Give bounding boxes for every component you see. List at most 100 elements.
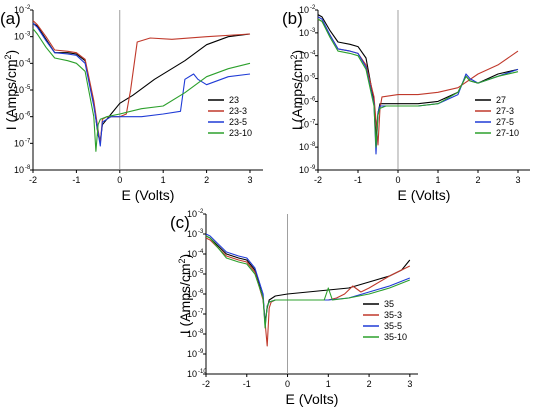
y-tick-exponent: -4: [25, 58, 31, 64]
y-tick-label: 10: [187, 289, 197, 299]
panel-label: (c): [170, 213, 190, 232]
legend-label: 35-5: [384, 321, 402, 331]
y-tick-exponent: -8: [310, 142, 316, 148]
y-axis-label: I (Amps/cm2): [177, 254, 193, 334]
y-axis-label-main: I (Amps/cm: [289, 59, 305, 130]
x-tick-label: -1: [243, 379, 251, 389]
x-tick-label: 3: [515, 175, 520, 185]
y-tick-exponent: -6: [310, 96, 316, 102]
legend-label: 35-10: [384, 332, 407, 342]
x-axis-label: E (Volts): [286, 391, 339, 407]
x-tick-label: 1: [161, 175, 166, 185]
legend-label: 27-5: [496, 117, 514, 127]
series-line-23-3: [32, 20, 251, 144]
y-axis-label-main: I (Amps/cm: [3, 59, 19, 130]
y-tick-exponent: -2: [310, 5, 316, 11]
y-tick-label: 10: [187, 309, 197, 319]
y-tick-exponent: -2: [198, 209, 204, 215]
chart-panel-1: -2 -1 0 1 2 310-810-710-610-510-410-310 -22323…: [0, 5, 263, 203]
series-line-27-3: [317, 18, 519, 146]
y-tick-label: 10: [14, 5, 24, 15]
series-line-35-10: [205, 235, 411, 329]
x-axis-label: E (Volts): [398, 187, 451, 203]
legend-label: 23: [229, 95, 239, 105]
legend-label: 23-5: [229, 117, 247, 127]
y-tick-exponent: -6: [25, 112, 31, 118]
y-tick-exponent: -7: [198, 309, 204, 315]
y-tick-exponent: -9: [198, 349, 204, 355]
x-tick-label: -1: [72, 175, 80, 185]
y-tick-label: 10: [187, 249, 197, 259]
y-tick-label: 10: [187, 329, 197, 339]
x-tick-label: -2: [314, 175, 322, 185]
series-line-35: [205, 235, 411, 323]
legend-label: 23-10: [229, 128, 252, 138]
x-tick-label: -1: [354, 175, 362, 185]
y-tick-exponent: -5: [25, 85, 31, 91]
legend-label: 23-3: [229, 106, 247, 116]
x-tick-label: 3: [407, 379, 412, 389]
series-line-27: [317, 14, 519, 139]
panel-label: (a): [0, 9, 21, 28]
series-line-27-5: [317, 16, 519, 155]
series-line-23-5: [32, 22, 251, 147]
y-tick-exponent: -4: [310, 51, 316, 57]
series-line-23-10: [32, 28, 251, 152]
y-tick-label: 10: [187, 349, 197, 359]
y-axis-label-close: ): [289, 50, 305, 55]
x-tick-label: 1: [326, 379, 331, 389]
x-tick-label: 0: [285, 379, 290, 389]
series-line-27-10: [317, 18, 519, 148]
y-tick-exponent: -5: [198, 269, 204, 275]
y-axis-label-close: ): [3, 50, 19, 55]
x-tick-label: 2: [367, 379, 372, 389]
y-tick-exponent: -2: [25, 5, 31, 11]
legend-label: 27: [496, 95, 506, 105]
y-axis-label: I (Amps/cm2): [289, 50, 305, 130]
y-tick-exponent: -3: [25, 32, 31, 38]
y-tick-exponent: -3: [198, 229, 204, 235]
y-tick-exponent: -5: [310, 74, 316, 80]
y-axis-label-close: ): [177, 254, 193, 259]
y-tick-exponent: -7: [25, 138, 31, 144]
x-tick-label: 3: [247, 175, 252, 185]
y-tick-label: 10: [14, 58, 24, 68]
y-tick-label: 10: [14, 85, 24, 95]
panel-label: (b): [282, 9, 303, 28]
y-tick-label: 10: [14, 165, 24, 175]
y-tick-exponent: -10: [198, 369, 207, 375]
y-axis-label-main: I (Amps/cm: [177, 263, 193, 334]
y-tick-label: 10: [299, 51, 309, 61]
y-tick-exponent: -8: [25, 165, 31, 171]
y-tick-label: 10: [187, 369, 197, 379]
y-tick-label: 10: [299, 165, 309, 175]
y-tick-label: 10: [299, 74, 309, 84]
x-tick-label: 1: [435, 175, 440, 185]
y-tick-exponent: -3: [310, 28, 316, 34]
y-tick-label: 10: [187, 269, 197, 279]
y-tick-exponent: -8: [198, 329, 204, 335]
y-tick-label: 10: [14, 112, 24, 122]
y-tick-label: 10: [187, 209, 197, 219]
y-tick-exponent: -9: [310, 165, 316, 171]
x-tick-label: -2: [29, 175, 37, 185]
x-tick-label: 0: [395, 175, 400, 185]
legend-label: 35-3: [384, 310, 402, 320]
x-tick-label: 0: [117, 175, 122, 185]
y-tick-exponent: -6: [198, 289, 204, 295]
y-tick-label: 10: [299, 28, 309, 38]
y-tick-label: 10: [14, 138, 24, 148]
y-axis-label: I (Amps/cm2): [3, 50, 19, 130]
legend-label: 27-3: [496, 106, 514, 116]
x-tick-label: 2: [204, 175, 209, 185]
legend-label: 35: [384, 299, 394, 309]
chart-panel-2: -2 -1 0 1 2 310-910-810-710-610-510-410-310-2…: [282, 5, 530, 203]
y-axis-label-sup: 2: [177, 258, 187, 263]
y-axis-label-sup: 2: [3, 54, 13, 59]
legend-label: 27-10: [496, 128, 519, 138]
